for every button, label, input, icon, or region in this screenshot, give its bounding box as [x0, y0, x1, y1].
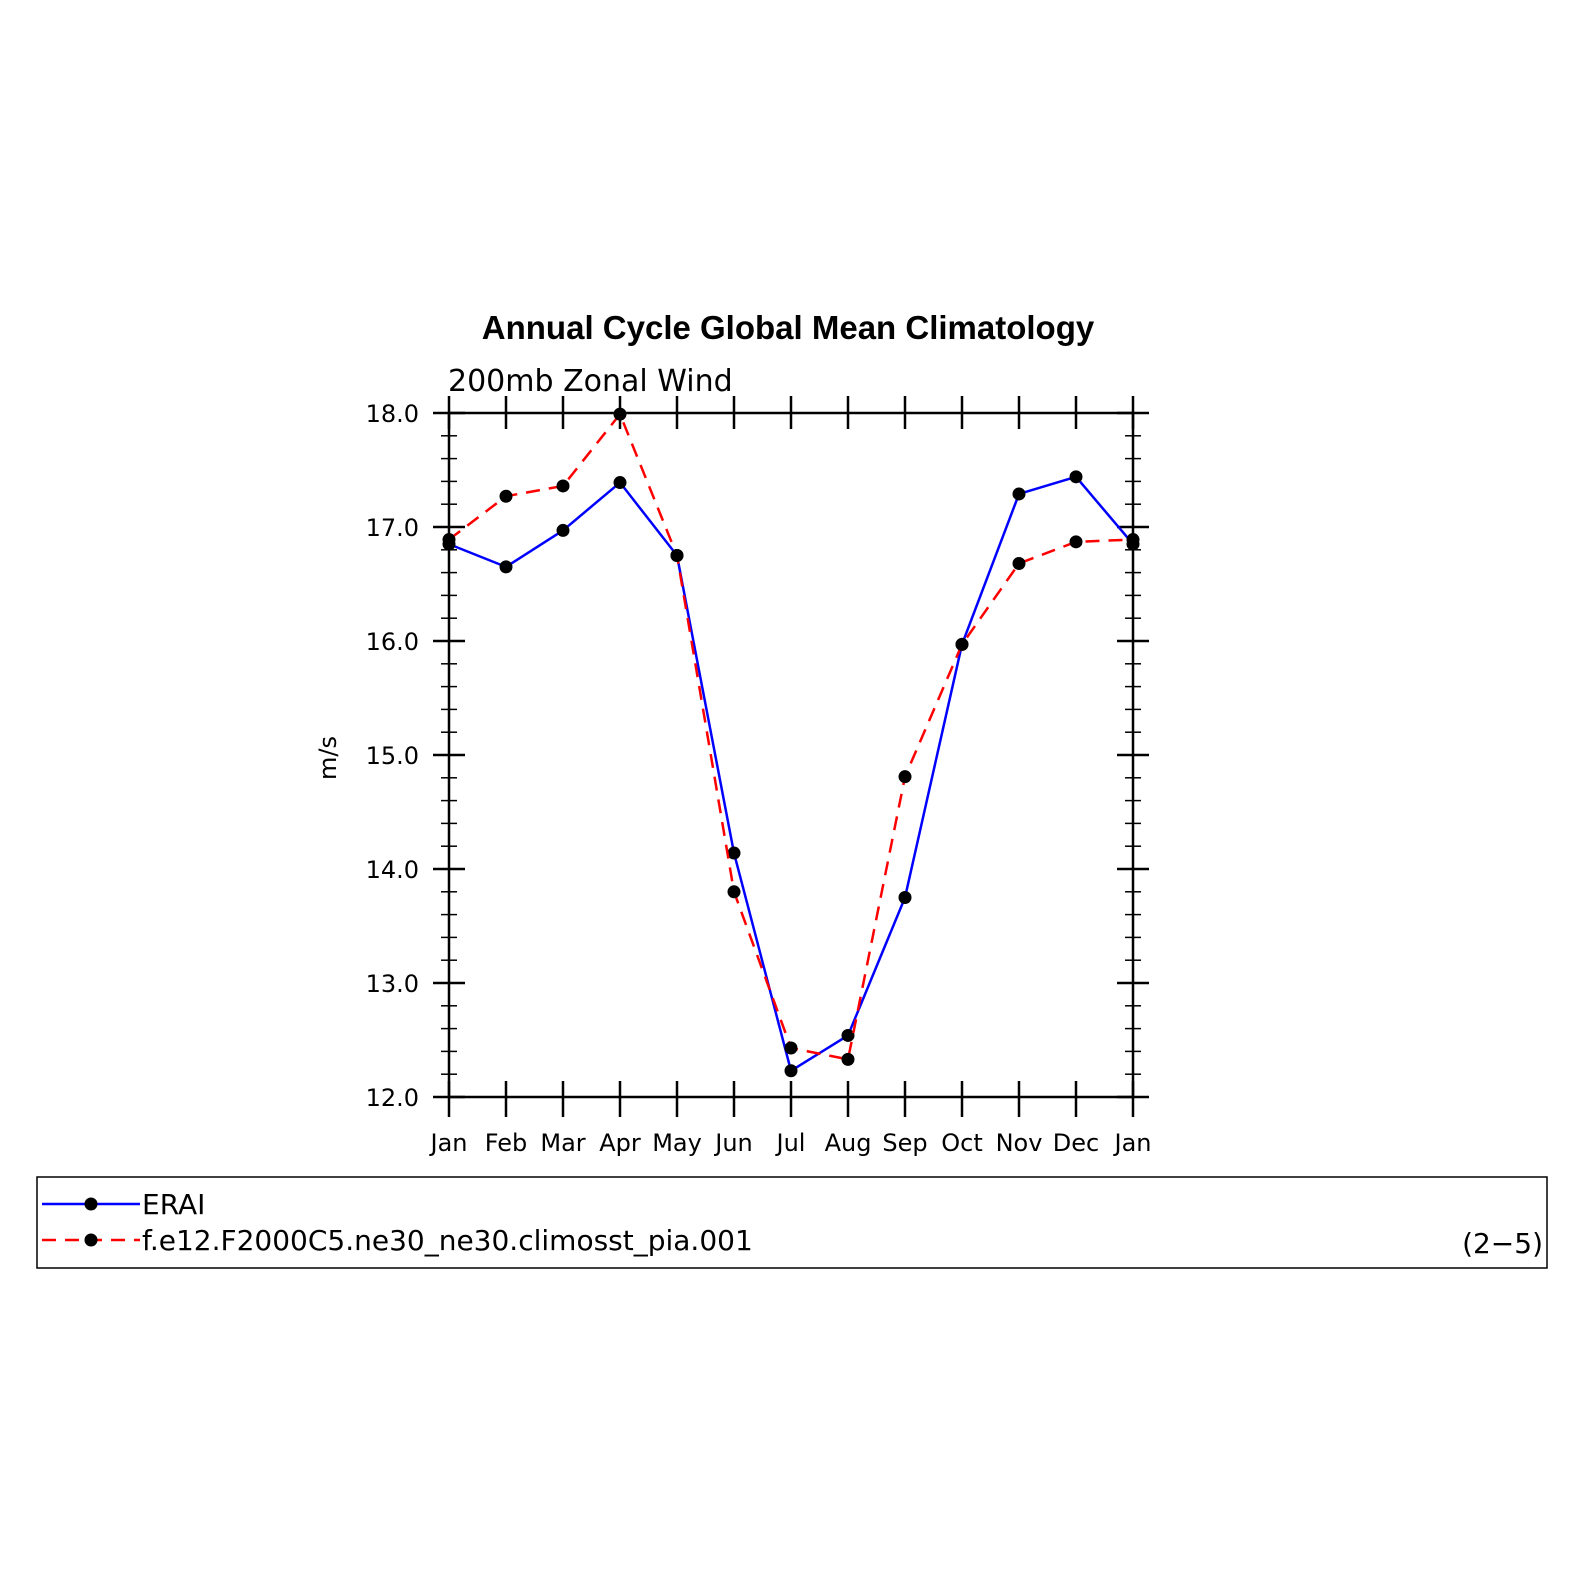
x-tick-label: Feb [485, 1129, 528, 1157]
legend-label: f.e12.F2000C5.ne30_ne30.climosst_pia.001 [142, 1224, 753, 1257]
data-point [841, 1028, 855, 1042]
x-tick-label: Apr [599, 1129, 641, 1157]
plot-frame [447, 411, 1135, 1099]
data-point [499, 560, 513, 574]
axis-ticks [433, 396, 1149, 1117]
data-point [727, 846, 741, 860]
y-tick-label: 12.0 [366, 1084, 419, 1112]
y-tick-label: 13.0 [366, 970, 419, 998]
x-tick-labels: Jan Feb Mar Apr May Jun Jul Aug Sep Oct Nov Dec Jan [429, 1129, 1152, 1157]
x-tick-label: Jul [775, 1129, 806, 1157]
data-point [955, 637, 969, 651]
x-tick-label: Sep [882, 1129, 927, 1157]
data-series [442, 407, 1140, 1078]
x-tick-label: Aug [825, 1129, 872, 1157]
series-line [448, 475, 1134, 1073]
x-tick-label: Mar [540, 1129, 585, 1157]
x-tick-label: Nov [996, 1129, 1043, 1157]
series-1 [442, 470, 1140, 1078]
legend: ERAIf.e12.F2000C5.ne30_ne30.climosst_pia… [42, 1188, 753, 1257]
data-point [1069, 470, 1083, 484]
data-point [1126, 533, 1140, 547]
x-tick-label: Jan [429, 1129, 468, 1157]
x-tick-label: Dec [1053, 1129, 1099, 1157]
chart-subtitle: 200mb Zonal Wind [448, 364, 733, 399]
legend-label: ERAI [142, 1188, 205, 1221]
data-point [898, 891, 912, 904]
data-point [727, 885, 741, 899]
legend-marker [84, 1197, 98, 1211]
x-tick-label: Jun [713, 1129, 753, 1157]
data-point [784, 1064, 798, 1078]
panel-id: (2−5) [1462, 1227, 1543, 1260]
data-point [442, 533, 456, 547]
y-tick-label: 18.0 [366, 400, 419, 428]
data-point [898, 770, 912, 784]
legend-entry-1: ERAI [42, 1188, 205, 1221]
y-tick-label: 17.0 [366, 514, 419, 542]
x-tick-label: May [652, 1129, 702, 1157]
y-tick-label: 16.0 [366, 628, 419, 656]
legend-marker [84, 1233, 98, 1247]
data-point [1069, 535, 1083, 549]
legend-entry-2: f.e12.F2000C5.ne30_ne30.climosst_pia.001 [42, 1224, 753, 1257]
data-point [784, 1041, 798, 1055]
data-point [613, 407, 627, 421]
data-point [613, 476, 627, 490]
data-point [556, 479, 570, 493]
y-axis-label: m/s [314, 736, 342, 780]
data-point [556, 523, 570, 537]
data-point [670, 549, 684, 562]
y-tick-label: 15.0 [366, 742, 419, 770]
data-point [1012, 487, 1026, 501]
chart-title: Annual Cycle Global Mean Climatology [482, 309, 1095, 346]
legend-box [36, 1176, 1548, 1269]
data-point [1012, 556, 1026, 570]
y-tick-label: 14.0 [366, 856, 419, 884]
data-point [499, 489, 513, 503]
x-tick-label: Oct [941, 1129, 983, 1157]
series-line [448, 412, 1134, 1061]
x-tick-label: Jan [1113, 1129, 1152, 1157]
series-2 [442, 407, 1140, 1066]
data-point [841, 1052, 855, 1066]
y-tick-labels: 12.0 13.0 14.0 15.0 16.0 17.0 18.0 [366, 400, 419, 1112]
